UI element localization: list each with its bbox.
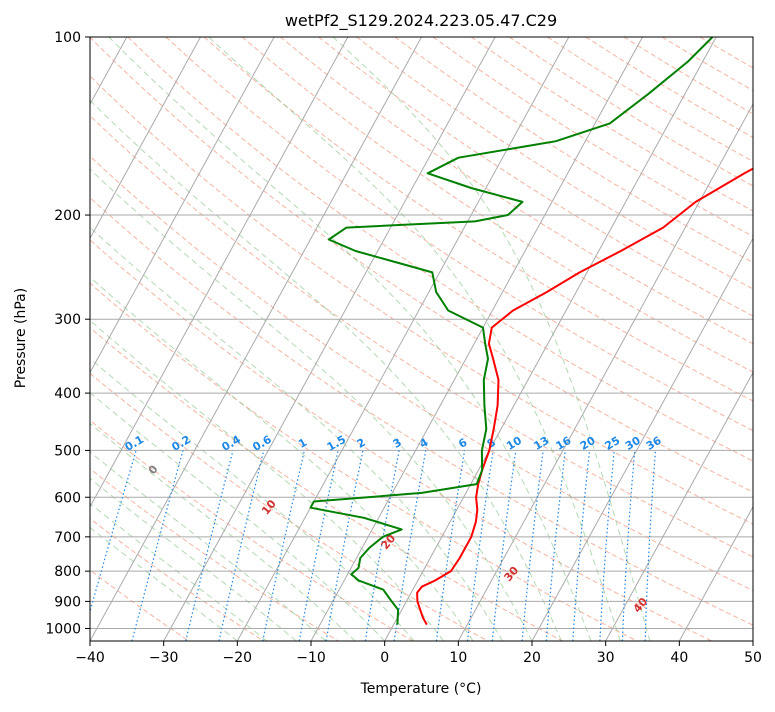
moist-adiabat-line [0, 37, 355, 641]
dry-adiabat-line [509, 37, 775, 641]
moist-adiabat-line [0, 37, 532, 641]
moist-adiabat-line [0, 37, 414, 641]
mixing-ratio-line [492, 450, 516, 641]
dry-adiabat-line [280, 37, 775, 641]
x-tick-label: 20 [523, 650, 541, 666]
isotherm-line [753, 37, 775, 641]
mixing-ratio-line [546, 450, 565, 641]
dry-adiabat-line [662, 37, 775, 641]
moist-adiabat-line [0, 37, 237, 641]
x-tick-label: 30 [597, 650, 615, 666]
dry-adiabat-line [395, 37, 775, 641]
moist-adiabat-line [0, 37, 296, 641]
dry-adiabat-line [0, 37, 562, 641]
y-axis-label: Pressure (hPa) [13, 288, 29, 388]
moist-adiabat-line [0, 37, 473, 641]
dry-adiabat-line [90, 37, 775, 641]
dry-adiabat-line [0, 37, 488, 641]
y-tick-label: 800 [54, 564, 81, 580]
isotherm-line [458, 37, 775, 641]
isotherm-line [0, 37, 274, 641]
isotherm-line [385, 37, 717, 641]
isotherm-line [532, 37, 775, 641]
moist-adiabat-line [0, 37, 385, 641]
isotherm-line [164, 37, 496, 641]
dry-adiabat-line [700, 37, 775, 641]
x-tick-label: 40 [670, 650, 688, 666]
dry-adiabat-line [13, 37, 775, 641]
y-tick-label: 400 [54, 386, 81, 402]
isotherm-line [311, 37, 643, 641]
moist-adiabat-line [0, 37, 267, 641]
x-axis-label: Temperature (°C) [360, 681, 482, 697]
y-tick-label: 600 [54, 490, 81, 506]
y-tick-label: 700 [54, 530, 81, 546]
mixing-ratio-line [263, 450, 305, 641]
mixing-ratio-label: 3 [391, 436, 404, 451]
y-tick-label: 500 [54, 443, 81, 459]
x-tick-label: −40 [75, 650, 105, 666]
dry-adiabat-label: 30 [502, 564, 522, 584]
dry-adiabat-label: 40 [631, 595, 651, 615]
dry-adiabat-line [0, 37, 413, 641]
mixing-ratio-label: 6 [456, 436, 469, 451]
dry-adiabat-line [586, 37, 775, 641]
x-tick-label: −20 [223, 650, 253, 666]
y-tick-label: 300 [54, 312, 81, 328]
y-tick-label: 100 [54, 30, 81, 46]
mixing-ratio-label: 4 [417, 436, 430, 451]
dry-adiabat-label: 10 [259, 497, 279, 517]
mixing-ratio-line [622, 450, 634, 641]
dry-adiabat-line [624, 37, 775, 641]
x-tick-label: 10 [449, 650, 467, 666]
mixing-ratio-line [436, 450, 464, 641]
chart-title: wetPf2_S129.2024.223.05.47.C29 [285, 11, 557, 31]
isotherm-line [0, 37, 201, 641]
mixing-ratio-line [219, 450, 264, 641]
dry-adiabat-label: -10 [33, 419, 56, 443]
y-tick-label: 900 [54, 594, 81, 610]
isotherm-line [90, 37, 422, 641]
x-tick-label: −10 [296, 650, 326, 666]
dry-adiabat-label: 0 [146, 463, 161, 477]
y-tick-label: 200 [54, 208, 81, 224]
plot-frame [90, 37, 753, 641]
moist-adiabat-line [209, 37, 621, 641]
isotherm-line [606, 37, 775, 641]
moist-adiabat-line [0, 37, 444, 641]
mixing-ratio-label: 2 [355, 436, 368, 451]
x-tick-label: −30 [149, 650, 179, 666]
moist-adiabat-line [0, 37, 503, 641]
x-tick-label: 0 [380, 650, 389, 666]
x-tick-label: 50 [744, 650, 762, 666]
y-tick-label: 1000 [45, 621, 81, 637]
dry-adiabat-line [0, 37, 637, 641]
moist-adiabat-line [333, 37, 650, 641]
